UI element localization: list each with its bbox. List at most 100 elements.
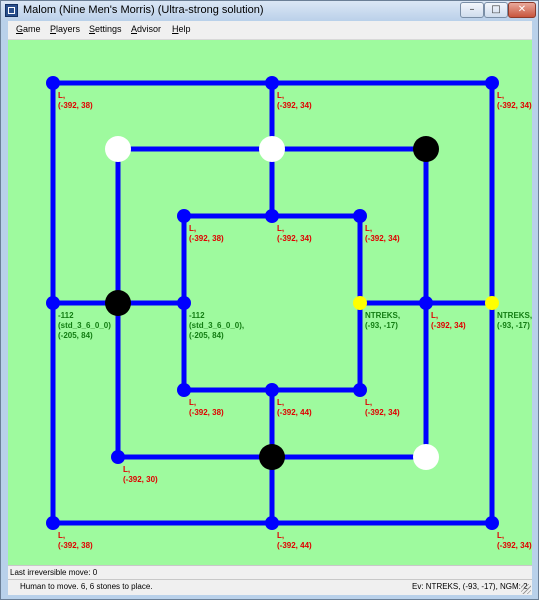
close-button[interactable]: ✕ xyxy=(508,2,536,18)
point-label-line: L, xyxy=(189,398,197,407)
resize-grip-icon[interactable] xyxy=(521,584,531,594)
board-point-a4[interactable] xyxy=(46,296,60,310)
menu-advisor[interactable]: Advisor xyxy=(131,24,162,34)
point-label-line: (-392, 44) xyxy=(277,541,312,550)
evaluation-text: Ev: NTREKS, (-93, -17), NGM: 2 xyxy=(412,582,528,591)
point-label-line: L, xyxy=(58,531,66,540)
point-label-line: L, xyxy=(365,398,373,407)
board-point-d2-black-stone[interactable] xyxy=(259,444,285,470)
app-icon xyxy=(5,4,18,17)
board-point-f6-black-stone[interactable] xyxy=(413,136,439,162)
window-title: Malom (Nine Men's Morris) (Ultra-strong … xyxy=(23,4,264,16)
board-point-a7[interactable] xyxy=(46,76,60,90)
point-label-line: (-205, 84) xyxy=(189,331,224,340)
point-label-line: (-392, 34) xyxy=(365,408,400,417)
point-label-d1: L, (-392, 44) xyxy=(277,531,312,551)
minimize-button[interactable]: – xyxy=(460,2,484,18)
board-point-b4-black-stone[interactable] xyxy=(105,290,131,316)
menu-game[interactable]: Game xyxy=(16,24,41,34)
board-point-g4[interactable] xyxy=(485,296,499,310)
point-label-line: (-392, 38) xyxy=(189,234,224,243)
board-point-d7[interactable] xyxy=(265,76,279,90)
menu-help[interactable]: Help xyxy=(172,24,191,34)
point-label-c4: -112 (std_3_6_0_0), (-205, 84) xyxy=(189,311,244,341)
point-label-a1: L, (-392, 38) xyxy=(58,531,93,551)
board-point-b6-white-stone[interactable] xyxy=(105,136,131,162)
board-point-f2-white-stone[interactable] xyxy=(413,444,439,470)
last-irreversible-move-text: Last irreversible move: 0 xyxy=(10,568,98,577)
point-label-line: (-205, 84) xyxy=(58,331,93,340)
point-label-c3: L, (-392, 38) xyxy=(189,398,224,418)
point-label-line: L, xyxy=(497,91,505,100)
point-label-g7: L, (-392, 34) xyxy=(497,91,532,111)
point-label-d5: L, (-392, 34) xyxy=(277,224,312,244)
board-point-e4[interactable] xyxy=(353,296,367,310)
point-label-line: L, xyxy=(431,311,439,320)
board-point-c3[interactable] xyxy=(177,383,191,397)
point-label-line: L, xyxy=(189,224,197,233)
board-point-e5[interactable] xyxy=(353,209,367,223)
point-label-f4: L, (-392, 34) xyxy=(431,311,466,331)
point-label-g1: L, (-392, 34) xyxy=(497,531,532,551)
board-point-g7[interactable] xyxy=(485,76,499,90)
point-label-line: (-392, 34) xyxy=(277,234,312,243)
title-bar[interactable]: Malom (Nine Men's Morris) (Ultra-strong … xyxy=(1,1,538,20)
menu-bar: Game Players Settings Advisor Help xyxy=(8,21,532,40)
board-point-f4[interactable] xyxy=(419,296,433,310)
point-label-line: (-392, 34) xyxy=(365,234,400,243)
point-label-line: (-392, 34) xyxy=(431,321,466,330)
point-label-line: (-93, -17) xyxy=(365,321,398,330)
board-point-b2[interactable] xyxy=(111,450,125,464)
point-label-line: -112 xyxy=(58,311,74,320)
point-label-line: (-392, 34) xyxy=(497,541,532,550)
point-label-g4: NTREKS, (-93, -17) xyxy=(497,311,532,331)
point-label-line: NTREKS, xyxy=(497,311,532,320)
point-label-e5: L, (-392, 34) xyxy=(365,224,400,244)
menu-settings[interactable]: Settings xyxy=(89,24,122,34)
point-label-line: (-392, 38) xyxy=(58,541,93,550)
point-label-line: (std_3_6_0_0), xyxy=(189,321,245,330)
point-label-line: (-392, 38) xyxy=(189,408,224,417)
point-label-e4: NTREKS, (-93, -17) xyxy=(365,311,400,331)
point-label-b2: L, (-392, 30) xyxy=(123,465,158,485)
point-label-line: L, xyxy=(277,398,285,407)
point-label-line: -112 xyxy=(189,311,205,320)
point-label-line: L, xyxy=(123,465,131,474)
board-point-c4[interactable] xyxy=(177,296,191,310)
point-label-line: (-392, 34) xyxy=(277,101,312,110)
point-label-line: (-93, -17) xyxy=(497,321,530,330)
point-label-line: L, xyxy=(277,91,285,100)
board-point-d5[interactable] xyxy=(265,209,279,223)
status-bar-bottom: Human to move. 6, 6 stones to place. Ev:… xyxy=(8,579,532,595)
board-point-d6-white-stone[interactable] xyxy=(259,136,285,162)
point-label-d3: L, (-392, 44) xyxy=(277,398,312,418)
board-point-d1[interactable] xyxy=(265,516,279,530)
board-point-e3[interactable] xyxy=(353,383,367,397)
point-label-line: L, xyxy=(277,224,285,233)
status-bar-top: Last irreversible move: 0 xyxy=(8,565,532,580)
maximize-button[interactable]: □ xyxy=(484,2,508,18)
point-label-line: (-392, 44) xyxy=(277,408,312,417)
point-label-line: L, xyxy=(277,531,285,540)
point-label-a7: L, (-392, 38) xyxy=(58,91,93,111)
point-label-line: L, xyxy=(365,224,373,233)
point-label-line: (-392, 38) xyxy=(58,101,93,110)
board-canvas[interactable] xyxy=(8,40,532,565)
point-label-line: (std_3_6_0_0) xyxy=(58,321,111,330)
point-label-c5: L, (-392, 38) xyxy=(189,224,224,244)
board-point-g1[interactable] xyxy=(485,516,499,530)
point-label-line: L, xyxy=(58,91,66,100)
point-label-line: NTREKS, xyxy=(365,311,401,320)
menu-players[interactable]: Players xyxy=(50,24,81,34)
point-label-line: L, xyxy=(497,531,505,540)
point-label-d7: L, (-392, 34) xyxy=(277,91,312,111)
point-label-line: (-392, 34) xyxy=(497,101,532,110)
point-label-line: (-392, 30) xyxy=(123,475,158,484)
board-point-d3[interactable] xyxy=(265,383,279,397)
point-label-a4: -112 (std_3_6_0_0) (-205, 84) xyxy=(58,311,111,341)
point-label-e3: L, (-392, 34) xyxy=(365,398,400,418)
board-point-c5[interactable] xyxy=(177,209,191,223)
game-board[interactable]: L, (-392, 38) L, (-392, 34) L, (-392, 34) L, (-… xyxy=(8,40,532,565)
board-point-a1[interactable] xyxy=(46,516,60,530)
